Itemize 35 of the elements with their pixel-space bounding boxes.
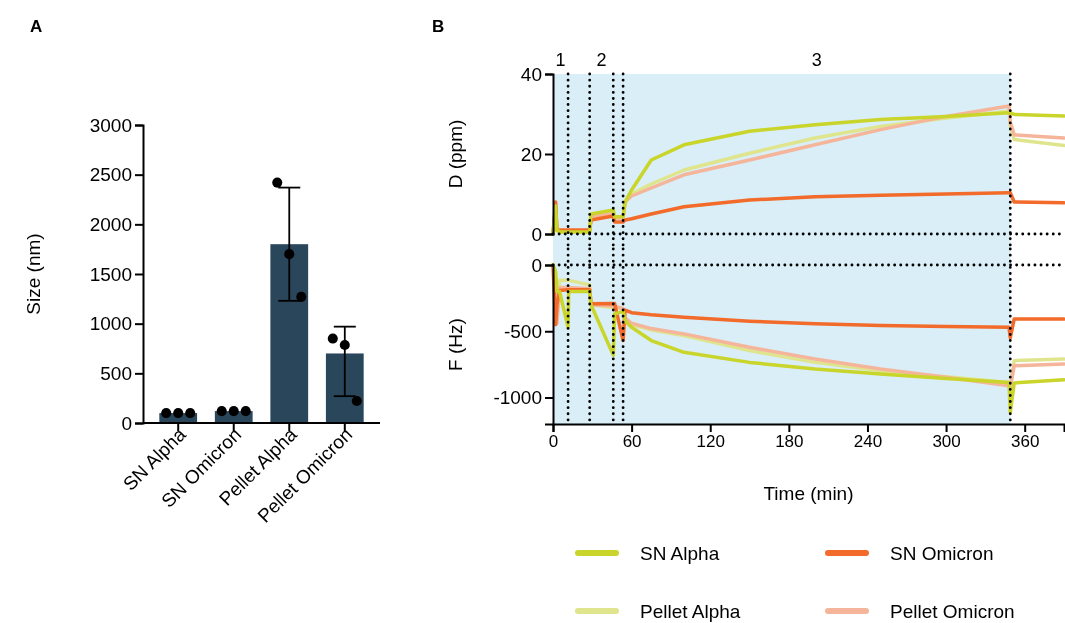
y-tick-label: 500 [100, 362, 132, 384]
y-tick-label: 40 [520, 63, 542, 85]
y-axis-title: D (ppm) [445, 119, 466, 189]
legend-label: Pellet Omicron [890, 601, 1015, 622]
y-tick-label: 1500 [89, 263, 132, 285]
band-label: 2 [596, 50, 607, 70]
chart-title: A [30, 17, 43, 36]
y-tick-label: 20 [520, 143, 542, 165]
chart-title: B [432, 17, 445, 36]
x-tick-label: 360 [1011, 432, 1040, 452]
y-tick-label: 0 [531, 254, 542, 276]
y-axis-title: F (Hz) [445, 318, 466, 371]
line-series [551, 263, 1065, 415]
legend-label: SN Alpha [640, 543, 720, 564]
y-tick-label: -1000 [493, 387, 542, 409]
bar [325, 353, 364, 423]
band-label: 3 [811, 50, 822, 70]
x-tick-label: 240 [853, 432, 883, 452]
x-tick-label: 60 [622, 432, 642, 452]
y-axis-title: Size (nm) [23, 233, 44, 315]
y-tick-label: 1000 [89, 313, 132, 335]
y-tick-label: 2500 [89, 164, 132, 186]
bar [270, 244, 309, 423]
y-tick-label: -500 [503, 320, 542, 342]
legend-label: SN Omicron [890, 543, 994, 564]
y-tick-label: 0 [531, 223, 542, 245]
legend-label: Pellet Alpha [640, 601, 741, 622]
x-tick-label: 120 [696, 432, 725, 452]
band-label: 1 [555, 50, 566, 70]
x-axis-title: Time (min) [763, 483, 854, 504]
y-tick-label: 3000 [89, 114, 132, 136]
x-tick-label: 0 [548, 432, 559, 452]
x-tick-label: 300 [932, 432, 961, 452]
y-tick-label: 2000 [89, 213, 132, 235]
x-tick-label: 180 [775, 432, 804, 452]
